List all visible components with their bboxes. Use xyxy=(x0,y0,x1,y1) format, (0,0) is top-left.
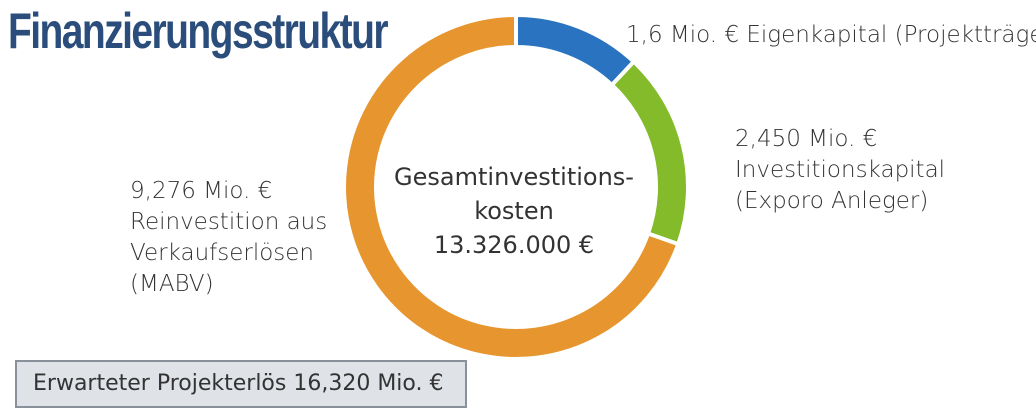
label-reinvestition: 9,276 Mio. € Reinvestition aus Verkaufse… xyxy=(130,176,327,300)
label-eigenkapital: 1,6 Mio. € Eigenkapital (Projektträger) xyxy=(626,20,1036,51)
label-investition-line2: Investitionskapital xyxy=(735,157,946,183)
center-line-2: kosten xyxy=(474,197,554,225)
center-total: 13.326.000 € xyxy=(433,231,595,259)
label-reinvestition-value: 9,276 Mio. € xyxy=(130,178,273,204)
expected-revenue-text: Erwarteter Projekterlös 16,320 Mio. € xyxy=(33,371,444,396)
center-line-1: Gesamtinvestitions- xyxy=(394,163,634,191)
donut-center-label: Gesamtinvestitions- kosten 13.326.000 € xyxy=(380,160,648,262)
label-reinvestition-line3: Verkaufserlösen xyxy=(130,240,314,266)
label-investition-value: 2,450 Mio. € xyxy=(735,126,878,152)
label-reinvestition-line2: Reinvestition aus xyxy=(130,209,328,235)
label-investitionskapital: 2,450 Mio. € Investitionskapital (Exporo… xyxy=(735,124,945,217)
label-eigenkapital-text: 1,6 Mio. € Eigenkapital (Projektträger) xyxy=(626,22,1036,48)
label-reinvestition-line4: (MABV) xyxy=(130,271,214,297)
slice-reinvestition xyxy=(342,12,681,361)
page-title: Finanzierungsstruktur xyxy=(8,3,389,59)
label-investition-line3: (Exporo Anleger) xyxy=(735,188,929,214)
expected-revenue-box: Erwarteter Projekterlös 16,320 Mio. € xyxy=(15,360,467,408)
slice-eigenkapital xyxy=(514,12,637,88)
